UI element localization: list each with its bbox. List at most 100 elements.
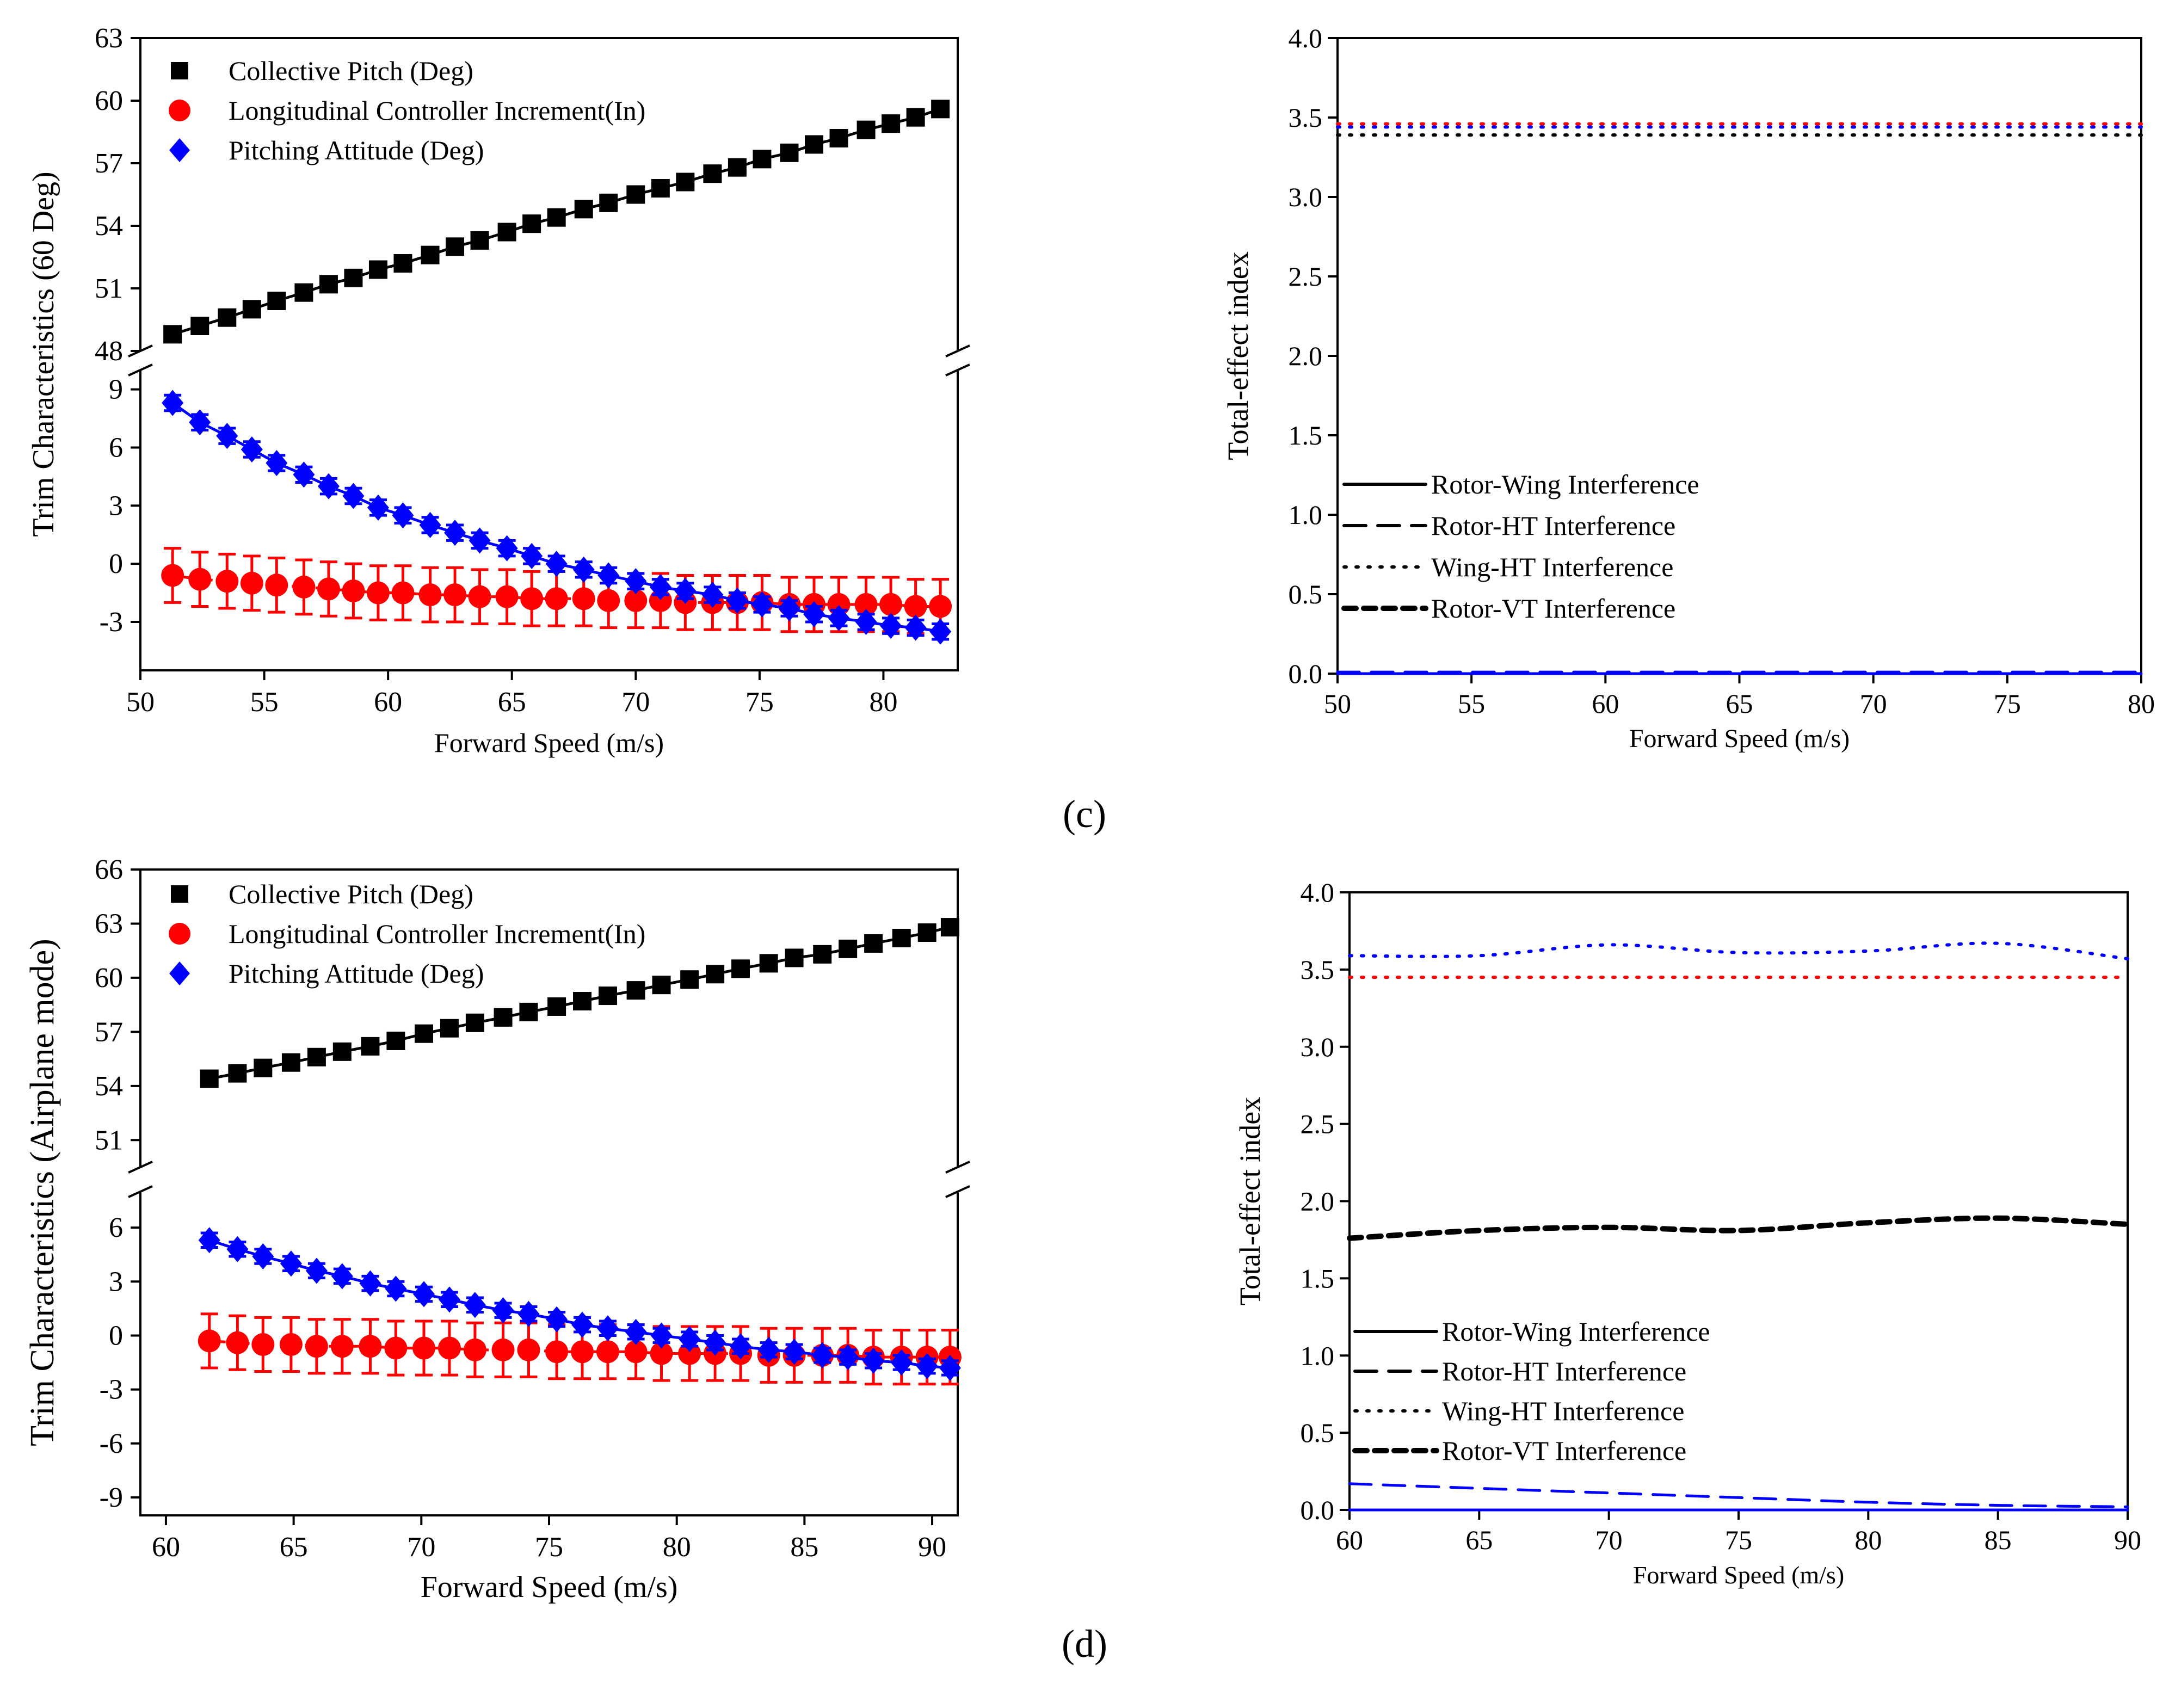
y-tick-label: 0 — [109, 1320, 123, 1351]
data-point — [892, 928, 911, 947]
data-point — [701, 582, 724, 608]
y-tick-label: 48 — [95, 336, 123, 367]
data-point — [415, 1024, 434, 1043]
data-point — [305, 1335, 328, 1358]
data-point — [393, 254, 412, 273]
data-point — [469, 527, 491, 554]
y-tick-label: 60 — [95, 85, 123, 116]
axis-break-mark — [128, 1161, 153, 1174]
x-tick-label: 70 — [407, 1532, 435, 1563]
data-point — [759, 954, 778, 973]
y-tick-label: 0.5 — [1301, 1417, 1335, 1448]
y-tick-label: 1.0 — [1301, 1340, 1335, 1371]
data-point — [596, 1315, 619, 1342]
legend-label: Rotor-Wing Interference — [1442, 1316, 1710, 1347]
data-point — [446, 237, 465, 256]
data-point — [330, 1335, 354, 1358]
data-point — [519, 1002, 538, 1021]
data-point — [444, 520, 466, 546]
legend-marker — [169, 961, 190, 985]
data-point — [265, 574, 288, 597]
data-point — [198, 1329, 221, 1353]
data-point — [412, 1336, 436, 1360]
data-point — [240, 571, 263, 595]
data-point — [890, 1349, 913, 1376]
data-point — [864, 934, 883, 953]
y-axis-label: Total-effect index — [1222, 251, 1254, 460]
figure-label-d: (d) — [1062, 1622, 1107, 1666]
data-point — [778, 595, 800, 622]
legend-label: Collective Pitch (Deg) — [229, 879, 473, 909]
data-point — [216, 423, 238, 449]
data-point — [573, 992, 592, 1011]
data-point — [731, 959, 750, 978]
data-point — [491, 1338, 515, 1361]
axis-break-mark — [945, 1161, 970, 1174]
data-point — [904, 614, 927, 641]
legend-marker — [169, 923, 190, 945]
data-point — [571, 1311, 594, 1338]
data-point — [854, 593, 878, 616]
data-point — [226, 1331, 249, 1354]
x-tick-label: 60 — [152, 1532, 180, 1563]
data-point — [803, 601, 825, 627]
y-tick-label: 6 — [109, 1212, 123, 1243]
data-point — [837, 1344, 859, 1371]
data-point — [929, 618, 952, 645]
data-point — [492, 1297, 514, 1324]
y-tick-label: 6 — [109, 432, 123, 463]
data-point — [545, 551, 568, 577]
data-point — [783, 1339, 805, 1365]
data-point — [520, 587, 544, 611]
data-point — [463, 1338, 486, 1361]
data-point — [704, 1329, 726, 1356]
y-tick-label: 2.0 — [1289, 341, 1323, 371]
data-point — [495, 585, 519, 608]
y-tick-label: 2.0 — [1301, 1186, 1335, 1217]
data-point — [813, 945, 832, 964]
data-point — [574, 200, 593, 219]
legend-label: Wing-HT Interference — [1442, 1396, 1684, 1426]
data-point — [241, 436, 263, 463]
data-point — [319, 275, 338, 294]
data-point — [730, 1333, 752, 1360]
x-tick-label: 75 — [1994, 688, 2021, 719]
series-line — [1347, 1215, 2130, 1241]
data-point — [625, 568, 647, 595]
data-point — [226, 1236, 249, 1262]
y-tick-label: 3 — [109, 490, 123, 521]
data-point — [189, 409, 211, 436]
data-point — [188, 568, 212, 591]
data-point — [470, 231, 489, 250]
data-point — [342, 579, 365, 602]
data-point — [228, 1064, 247, 1083]
data-point — [496, 535, 518, 562]
legend-label: Rotor-Wing Interference — [1431, 469, 1699, 500]
data-point — [625, 1318, 647, 1345]
data-point — [828, 605, 850, 631]
data-point — [757, 1336, 780, 1363]
legend-label: Rotor-VT Interference — [1442, 1435, 1686, 1466]
data-point — [294, 283, 313, 302]
data-point — [650, 1342, 673, 1365]
x-tick-label: 70 — [621, 687, 650, 718]
y-tick-label: -6 — [100, 1428, 123, 1459]
data-point — [839, 939, 858, 958]
plot-frame-upper — [139, 868, 959, 1167]
data-point — [940, 918, 959, 937]
x-tick-label: 70 — [1595, 1525, 1623, 1555]
x-tick-label: 65 — [498, 687, 526, 718]
x-tick-label: 55 — [250, 687, 279, 718]
data-point — [386, 1031, 405, 1050]
data-point — [254, 1058, 273, 1077]
y-tick-label: -9 — [100, 1482, 123, 1513]
data-point — [651, 179, 670, 198]
axis-break-mark — [945, 363, 970, 377]
data-point — [521, 542, 543, 569]
data-point — [384, 1336, 408, 1360]
y-tick-label: 3.0 — [1289, 182, 1323, 212]
data-point — [497, 223, 516, 242]
data-point — [359, 1335, 382, 1358]
x-axis-label: Forward Speed (m/s) — [421, 1570, 678, 1604]
data-point — [279, 1333, 303, 1356]
